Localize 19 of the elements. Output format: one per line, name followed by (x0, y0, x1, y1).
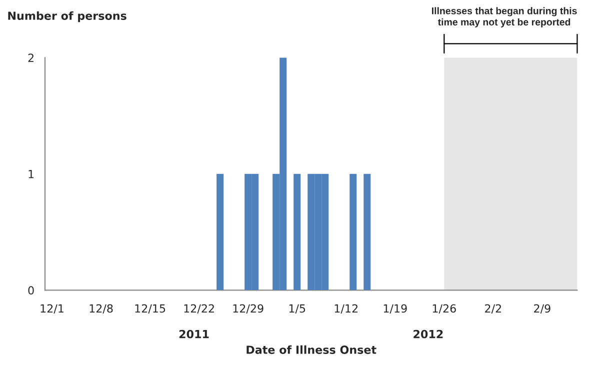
text: 2012 (414, 330, 443, 338)
x-tick-label: 1/12 (334, 304, 358, 314)
y-tick-label: 0 (28, 286, 34, 295)
x-tick-label: 12/1 (40, 304, 64, 314)
x-tick-label: 2/2 (485, 304, 501, 314)
x-tick-label: 1/5 (289, 304, 306, 314)
y-tick-label: 1 (28, 170, 34, 178)
band-label: Illnesses that began during this time may not yet be reported (432, 7, 577, 28)
x-tick-label: 12/15 (135, 304, 166, 314)
x-tick-label: 12/8 (90, 304, 113, 314)
y-axis-title: Number of persons (8, 11, 126, 22)
x-tick-label: 1/26 (432, 304, 456, 314)
x-tick-label: 2/9 (534, 304, 550, 314)
x-tick-label: 1/19 (384, 304, 407, 314)
x-tick-label: 12/29 (233, 304, 264, 314)
x-tick-label: 12/22 (184, 304, 214, 314)
y-tick-label: 2 (28, 54, 34, 62)
text: 2011 (179, 330, 209, 338)
x-axis-title: Date of Illness Onset (246, 345, 376, 354)
